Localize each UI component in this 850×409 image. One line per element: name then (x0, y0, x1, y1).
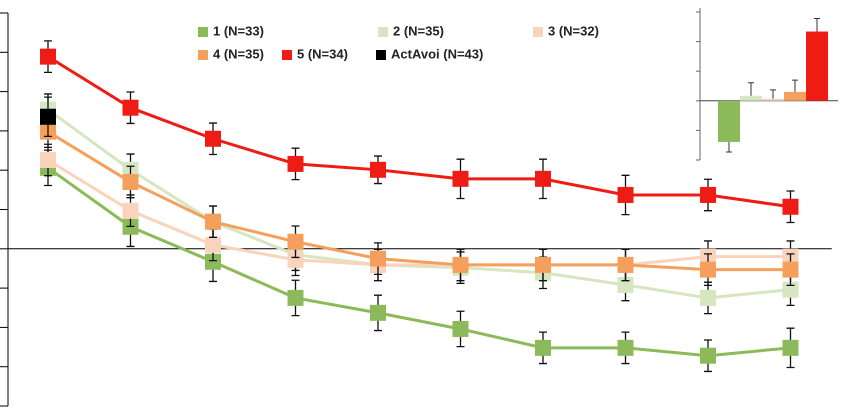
point (700, 347, 716, 364)
inset-error-bar (770, 89, 776, 99)
legend-marker (282, 50, 292, 60)
inset-bar (806, 31, 828, 101)
point (370, 250, 386, 267)
point (122, 173, 139, 190)
inset-bar (718, 100, 740, 142)
inset-bar (762, 98, 784, 101)
legend-label: 4 (N=35) (213, 46, 264, 61)
point (287, 155, 304, 172)
legend-marker (376, 50, 386, 60)
inset-error-bar (748, 82, 754, 96)
point (287, 289, 304, 306)
point (617, 339, 634, 356)
point (617, 186, 634, 203)
series-line (47, 55, 791, 209)
inset-error-bar (814, 18, 820, 32)
legend-marker (198, 50, 208, 60)
series-line (47, 108, 791, 300)
point (40, 108, 56, 125)
point (205, 253, 221, 270)
inset-bar (740, 95, 762, 101)
legend-label: 3 (N=32) (548, 23, 599, 38)
legend-label: 5 (N=34) (297, 46, 348, 61)
point (700, 289, 716, 306)
point (782, 339, 799, 356)
legend-marker (533, 27, 543, 37)
legend-label: 2 (N=35) (393, 23, 444, 38)
point (700, 261, 716, 278)
series-line (47, 158, 791, 267)
point (617, 256, 634, 273)
point (370, 304, 386, 321)
legend-marker (198, 27, 208, 37)
point (205, 236, 221, 253)
point (122, 99, 139, 116)
point (40, 151, 56, 168)
legend-marker (378, 27, 388, 37)
point (287, 251, 304, 268)
legend-label: 1 (N=33) (213, 23, 264, 38)
point (535, 170, 551, 187)
point (452, 170, 469, 187)
inset-error-bar (792, 79, 798, 92)
point (370, 161, 386, 178)
point (287, 233, 304, 250)
point (535, 256, 551, 273)
point (122, 202, 139, 219)
point (452, 256, 469, 273)
point (700, 186, 716, 203)
point (205, 213, 221, 230)
series-line (47, 130, 791, 272)
point (40, 48, 56, 65)
point (535, 339, 551, 356)
point (782, 261, 799, 278)
inset-error-bar (726, 141, 732, 153)
legend-label: ActAvoi (N=43) (391, 46, 483, 61)
series-line (47, 166, 791, 358)
point (782, 198, 799, 215)
inset-bar (784, 91, 806, 101)
point (205, 130, 221, 147)
point (452, 320, 469, 337)
